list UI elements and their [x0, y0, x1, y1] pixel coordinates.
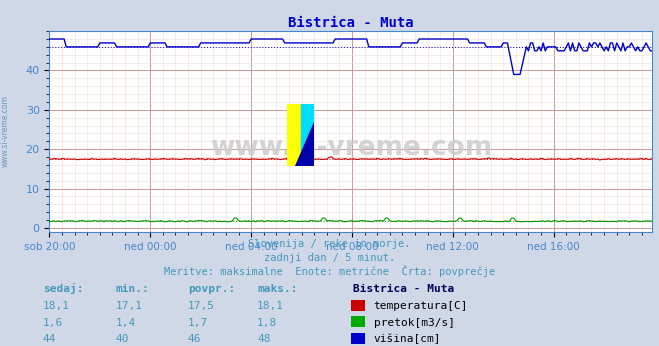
Text: www.si-vreme.com: www.si-vreme.com	[1, 95, 10, 167]
Text: višina[cm]: višina[cm]	[374, 334, 441, 344]
Text: 18,1: 18,1	[43, 301, 70, 311]
Text: 44: 44	[43, 334, 56, 344]
Text: 17,5: 17,5	[188, 301, 215, 311]
Text: 1,7: 1,7	[188, 318, 208, 328]
Text: Slovenija / reke in morje.: Slovenija / reke in morje.	[248, 239, 411, 249]
Text: 18,1: 18,1	[257, 301, 284, 311]
Bar	[287, 104, 301, 166]
Bar	[301, 104, 314, 166]
Polygon shape	[295, 122, 314, 166]
Text: 1,4: 1,4	[115, 318, 136, 328]
Text: maks.:: maks.:	[257, 284, 297, 294]
Text: Meritve: maksimalne  Enote: metrične  Črta: povprečje: Meritve: maksimalne Enote: metrične Črta…	[164, 265, 495, 277]
Title: Bistrica - Muta: Bistrica - Muta	[288, 16, 414, 30]
Text: sedaj:: sedaj:	[43, 283, 83, 294]
Text: 17,1: 17,1	[115, 301, 142, 311]
Text: www.si-vreme.com: www.si-vreme.com	[210, 135, 492, 161]
Text: Bistrica - Muta: Bistrica - Muta	[353, 284, 454, 294]
Text: 46: 46	[188, 334, 201, 344]
Text: 40: 40	[115, 334, 129, 344]
Text: min.:: min.:	[115, 284, 149, 294]
Text: 48: 48	[257, 334, 270, 344]
Text: temperatura[C]: temperatura[C]	[374, 301, 468, 311]
Text: zadnji dan / 5 minut.: zadnji dan / 5 minut.	[264, 253, 395, 263]
Text: povpr.:: povpr.:	[188, 284, 235, 294]
Text: pretok[m3/s]: pretok[m3/s]	[374, 318, 455, 328]
Text: 1,8: 1,8	[257, 318, 277, 328]
Text: 1,6: 1,6	[43, 318, 63, 328]
